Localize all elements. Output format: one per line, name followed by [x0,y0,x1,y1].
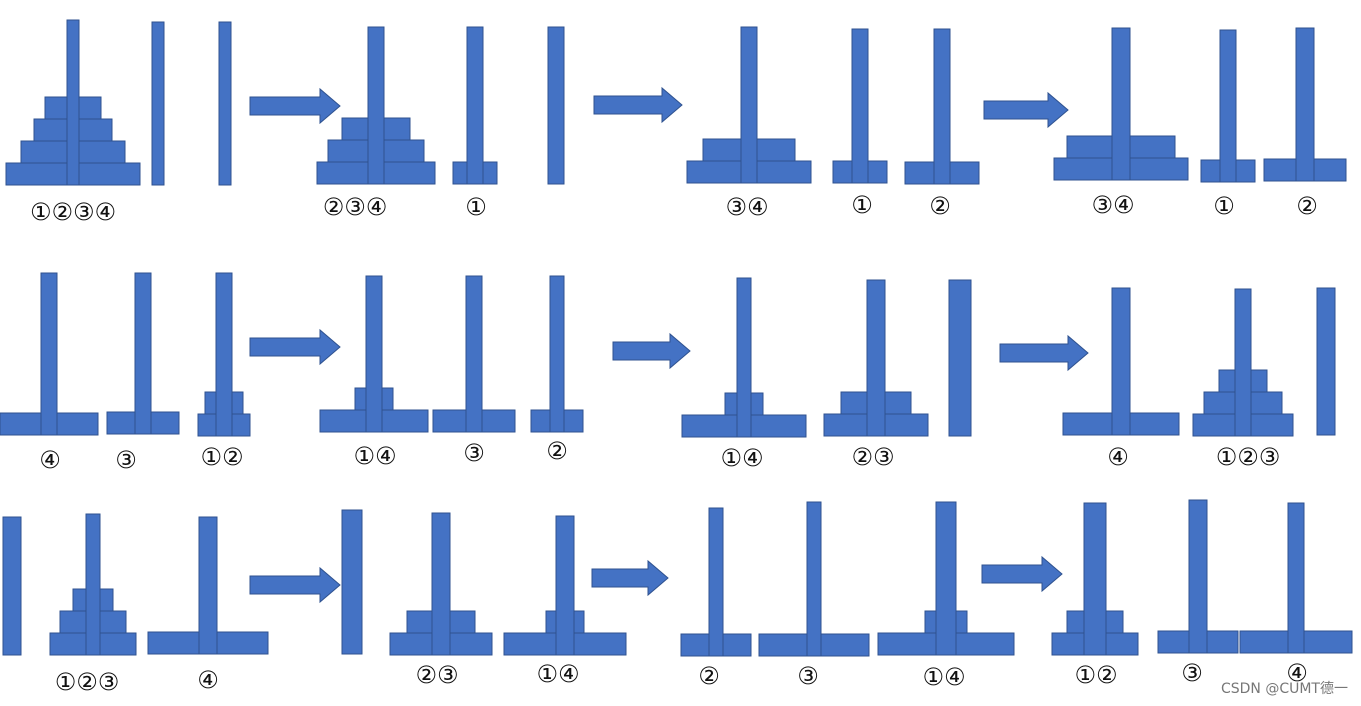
peg-label: ③ [797,662,819,690]
pole [1111,27,1131,181]
pole [66,19,80,186]
peg-label: ④ [1286,659,1308,687]
arrow [999,334,1089,372]
peg-label: ④ [197,666,219,694]
peg-label: ②③④ [323,193,388,221]
pole [740,26,758,184]
pole [933,28,951,185]
pole [431,512,451,656]
peg-label: ④ [39,446,61,474]
peg-label: ①②③ [55,668,120,696]
arrow [593,86,683,124]
pole [736,277,752,438]
pole [1188,499,1208,654]
arrow [983,91,1069,129]
peg-label: ① [1213,192,1235,220]
pole [1287,502,1305,654]
peg-label: ③ [115,446,137,474]
pole [2,516,22,656]
arrow [612,332,691,370]
watermark: CSDN @CUMT德一 [1221,681,1348,697]
pole [341,509,363,655]
peg-label: ③ [1181,659,1203,687]
pole [1083,502,1107,656]
peg-label: ①④ [353,442,396,470]
pole [851,28,869,184]
pole [1219,29,1237,183]
pole [547,26,565,185]
arrow [249,328,341,366]
peg-label: ②③ [415,661,458,689]
arrow [249,566,341,604]
peg-label: ① [851,191,873,219]
peg-label: ② [1296,192,1318,220]
pole [365,275,383,433]
peg-label: ② [546,437,568,465]
pole [218,21,232,186]
peg-label: ③④ [1091,191,1134,219]
pole [708,507,724,657]
pole [1234,288,1252,437]
peg-label: ③ [463,439,485,467]
pole [948,279,972,437]
peg-label: ①④ [536,660,579,688]
peg-label: ①② [200,443,243,471]
peg-label: ①②③④ [30,198,116,226]
arrow [591,559,669,597]
arrow [249,87,341,125]
pole [151,21,165,186]
pole [1295,27,1315,182]
peg-label: ①④ [720,444,763,472]
pole [549,275,565,433]
peg-label: ④ [1107,443,1129,471]
peg-label: ①②③ [1216,443,1281,471]
pole [198,516,218,655]
peg-label: ①② [1074,661,1117,689]
peg-label: ② [698,662,720,690]
peg-label: ② [929,192,951,220]
pole [935,501,957,656]
pole [367,26,385,185]
pole [466,26,484,185]
pole [866,279,886,437]
pole [555,515,575,656]
peg-label: ①④ [922,663,965,691]
pole [1316,287,1336,436]
peg-label: ②③ [851,443,894,471]
peg-label: ③④ [725,193,768,221]
pole [134,272,152,435]
arrow [981,555,1063,593]
pole [40,272,58,436]
pole [1111,287,1131,436]
pole [465,275,483,433]
pole [806,501,822,657]
peg-label: ① [465,193,487,221]
pole [215,272,233,437]
pole [85,513,101,656]
